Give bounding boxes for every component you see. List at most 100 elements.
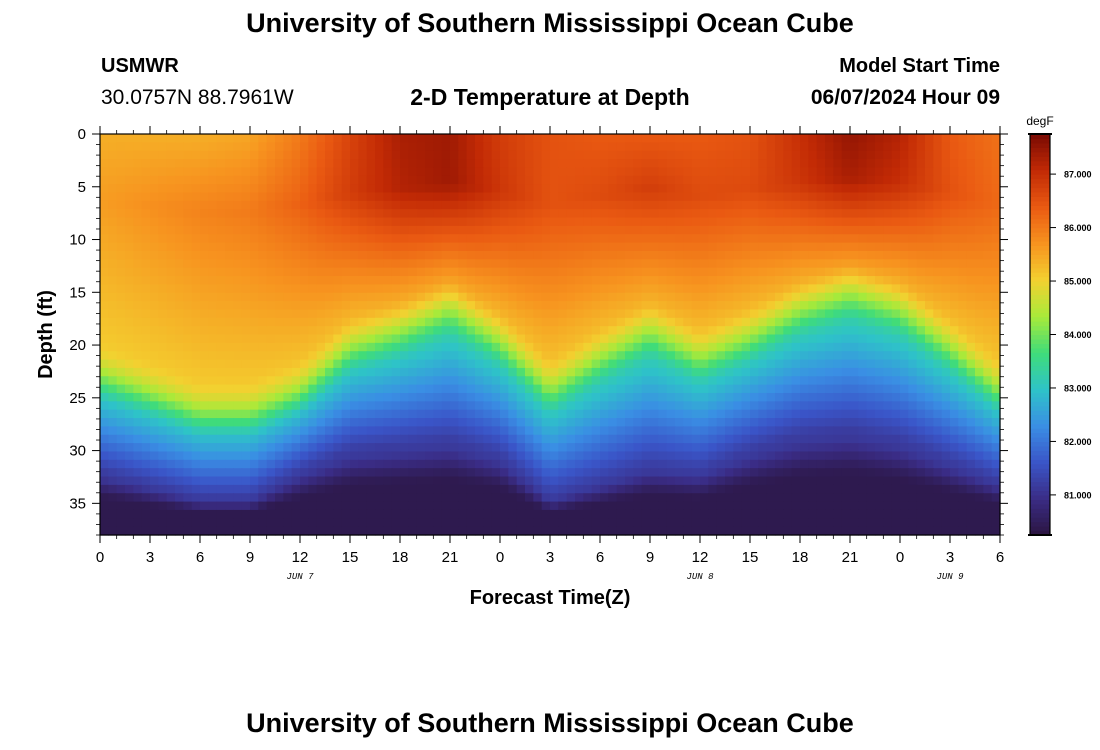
heatmap-cell bbox=[641, 351, 651, 361]
heatmap-cell bbox=[100, 476, 109, 486]
heatmap-cell bbox=[516, 384, 526, 394]
heatmap-cell bbox=[166, 451, 176, 461]
heatmap-cell bbox=[733, 476, 743, 486]
heatmap-cell bbox=[583, 284, 593, 294]
heatmap-cell bbox=[466, 484, 476, 494]
heatmap-cell bbox=[616, 468, 626, 478]
heatmap-cell bbox=[175, 175, 184, 185]
heatmap-cell bbox=[541, 259, 551, 269]
heatmap-cell bbox=[491, 468, 501, 478]
heatmap-cell bbox=[208, 493, 218, 503]
heatmap-cell bbox=[183, 476, 193, 486]
heatmap-cell bbox=[416, 392, 426, 402]
heatmap-cell bbox=[266, 351, 276, 361]
heatmap-cell bbox=[125, 401, 134, 411]
heatmap-cell bbox=[433, 225, 443, 235]
heatmap-cell bbox=[175, 250, 184, 260]
heatmap-cell bbox=[125, 443, 134, 453]
heatmap-cell bbox=[916, 175, 926, 185]
heatmap-cell bbox=[525, 242, 534, 252]
heatmap-cell bbox=[183, 167, 193, 177]
heatmap-cell bbox=[233, 418, 243, 427]
heatmap-cell bbox=[941, 184, 951, 194]
heatmap-cell bbox=[258, 459, 268, 469]
heatmap-cell bbox=[191, 250, 201, 260]
heatmap-cell bbox=[850, 476, 859, 486]
heatmap-cell bbox=[400, 434, 409, 444]
heatmap-cell bbox=[458, 434, 468, 444]
heatmap-cell bbox=[208, 501, 218, 511]
heatmap-cell bbox=[308, 292, 318, 302]
heatmap-cell bbox=[433, 476, 443, 486]
heatmap-cell bbox=[400, 476, 409, 486]
heatmap-cell bbox=[475, 392, 484, 402]
heatmap-cell bbox=[716, 392, 726, 402]
heatmap-cell bbox=[541, 401, 551, 411]
heatmap-cell bbox=[591, 217, 601, 227]
heatmap-cell bbox=[975, 384, 984, 394]
heatmap-cell bbox=[883, 309, 893, 319]
heatmap-cell bbox=[733, 276, 743, 285]
heatmap-cell bbox=[600, 167, 609, 177]
heatmap-cell bbox=[566, 426, 576, 436]
heatmap-cell bbox=[916, 443, 926, 453]
heatmap-cell bbox=[316, 476, 326, 486]
heatmap-cell bbox=[350, 334, 359, 344]
heatmap-cell bbox=[741, 501, 751, 511]
heatmap-cell bbox=[891, 209, 901, 219]
heatmap-cell bbox=[716, 184, 726, 194]
heatmap-cell bbox=[491, 493, 501, 503]
heatmap-cell bbox=[475, 476, 484, 486]
heatmap-cell bbox=[250, 342, 259, 352]
heatmap-cell bbox=[691, 234, 701, 244]
heatmap-cell bbox=[916, 267, 926, 277]
heatmap-cell bbox=[475, 434, 484, 444]
heatmap-cell bbox=[575, 142, 584, 152]
heatmap-cell bbox=[775, 493, 784, 503]
heatmap-cell bbox=[425, 159, 434, 169]
heatmap-cell bbox=[733, 384, 743, 394]
heatmap-cell bbox=[883, 367, 893, 377]
heatmap-cell bbox=[850, 484, 859, 494]
heatmap-cell bbox=[825, 234, 834, 244]
heatmap-cell bbox=[883, 184, 893, 194]
heatmap-cell bbox=[808, 134, 818, 143]
heatmap-cell bbox=[466, 401, 476, 411]
heatmap-cell bbox=[875, 426, 884, 436]
heatmap-cell bbox=[300, 434, 309, 444]
heatmap-cell bbox=[116, 150, 126, 160]
heatmap-cell bbox=[325, 434, 334, 444]
heatmap-cell bbox=[283, 259, 293, 269]
heatmap-cell bbox=[616, 267, 626, 277]
heatmap-cell bbox=[250, 234, 259, 244]
heatmap-cell bbox=[158, 234, 168, 244]
heatmap-cell bbox=[325, 351, 334, 361]
heatmap-cell bbox=[508, 434, 518, 444]
heatmap-cell bbox=[833, 276, 843, 285]
heatmap-cell bbox=[875, 309, 884, 319]
heatmap-cell bbox=[708, 267, 718, 277]
heatmap-cell bbox=[100, 167, 109, 177]
heatmap-cell bbox=[541, 200, 551, 210]
heatmap-cell bbox=[816, 484, 826, 494]
heatmap-cell bbox=[891, 192, 901, 202]
heatmap-cell bbox=[158, 301, 168, 311]
heatmap-cell bbox=[208, 326, 218, 336]
heatmap-cell bbox=[591, 175, 601, 185]
heatmap-cell bbox=[525, 426, 534, 436]
heatmap-cell bbox=[200, 342, 209, 352]
heatmap-cell bbox=[258, 359, 268, 369]
heatmap-cell bbox=[166, 242, 176, 252]
heatmap-cell bbox=[375, 392, 384, 402]
heatmap-cell bbox=[225, 175, 234, 185]
heatmap-cell bbox=[225, 192, 234, 202]
heatmap-cell bbox=[700, 376, 709, 386]
heatmap-cell bbox=[683, 200, 693, 210]
heatmap-cell bbox=[350, 276, 359, 285]
heatmap-cell bbox=[508, 184, 518, 194]
heatmap-cell bbox=[883, 142, 893, 152]
heatmap-cell bbox=[408, 476, 418, 486]
heatmap-cell bbox=[650, 184, 659, 194]
heatmap-cell bbox=[975, 192, 984, 202]
heatmap-cell bbox=[591, 200, 601, 210]
